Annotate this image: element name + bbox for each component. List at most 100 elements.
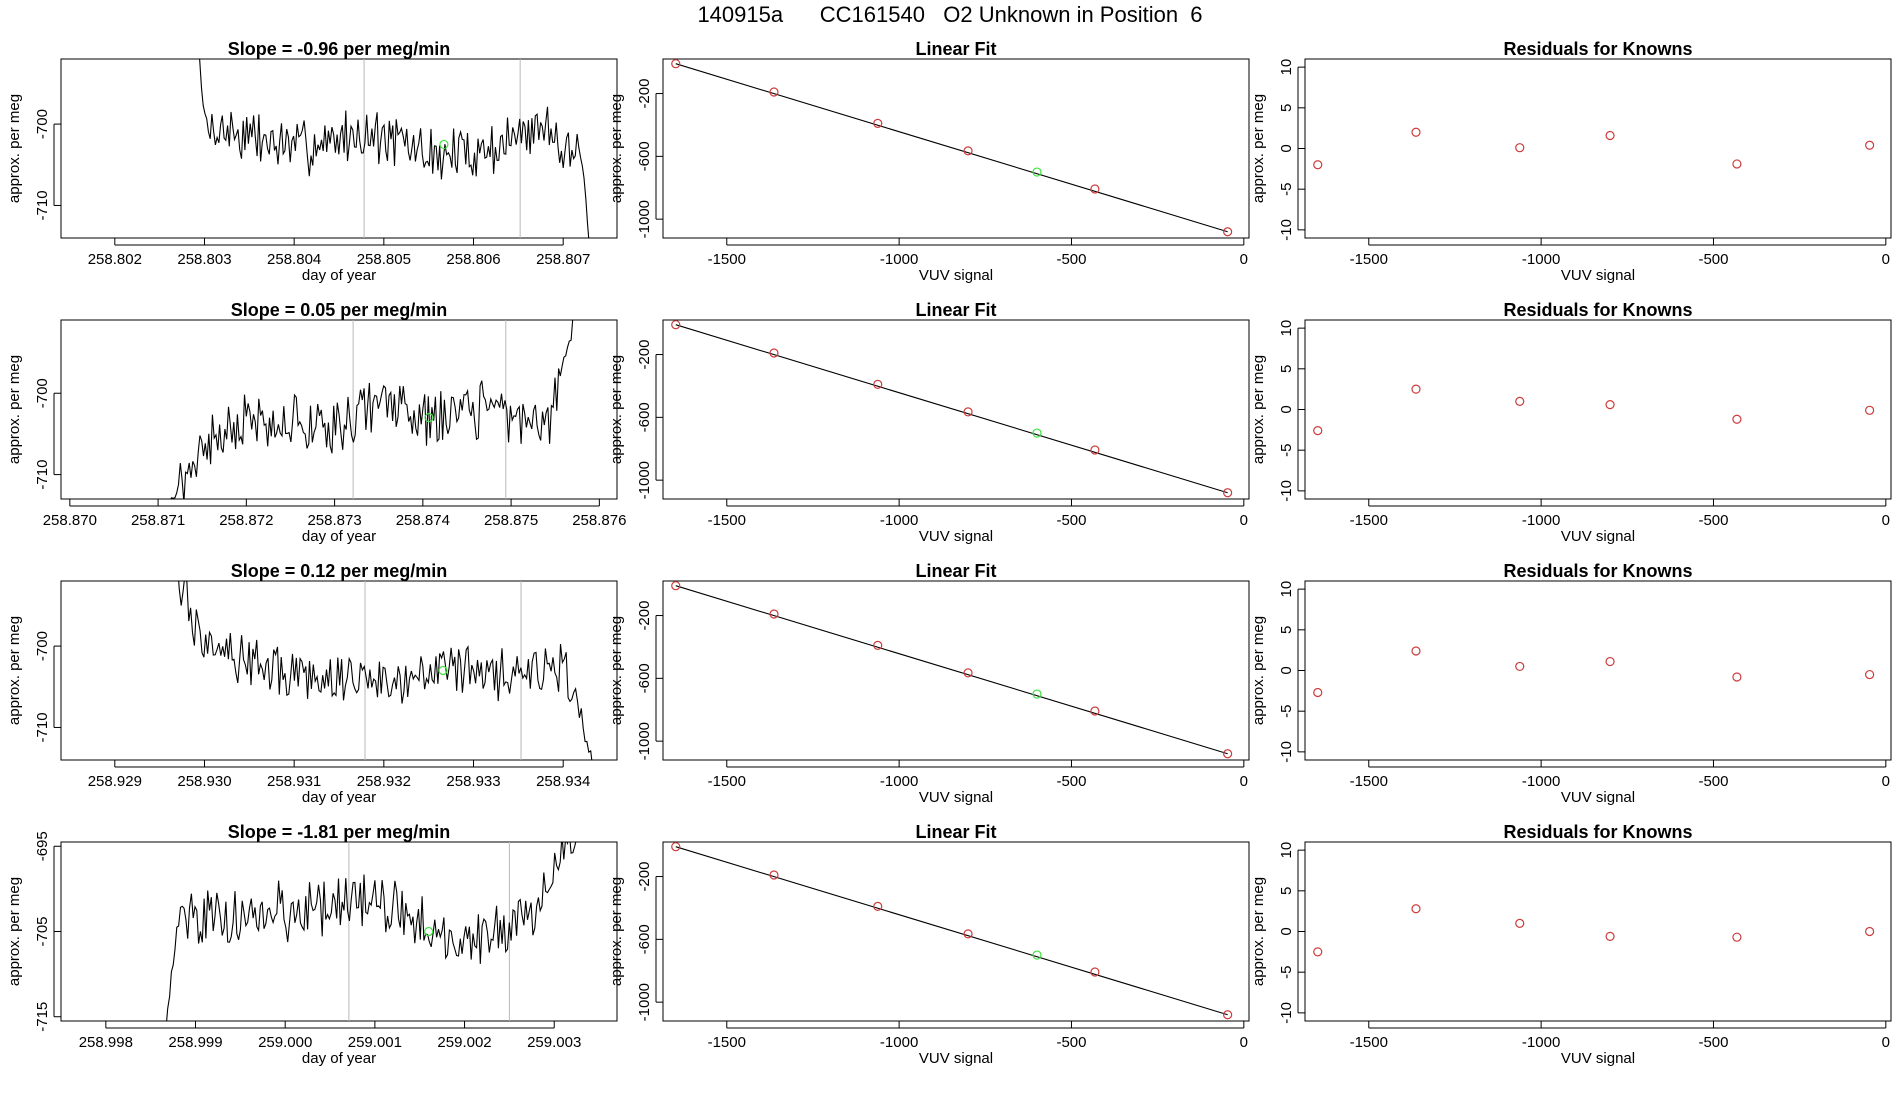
plot-area bbox=[170, 320, 574, 499]
series-line bbox=[178, 581, 593, 760]
panel-title: Linear Fit bbox=[915, 561, 996, 581]
x-tick-label: -1000 bbox=[880, 251, 918, 268]
y-tick-label: 5 bbox=[1278, 104, 1295, 112]
x-axis-label: day of year bbox=[302, 789, 376, 806]
known-point bbox=[1313, 160, 1323, 170]
x-tick-label: -500 bbox=[1056, 1034, 1086, 1051]
page-title: 140915a CC161540 O2 Unknown in Position … bbox=[697, 2, 1203, 27]
x-axis-label: VUV signal bbox=[919, 267, 993, 284]
y-tick-label: -5 bbox=[1278, 183, 1295, 196]
x-axis-label: VUV signal bbox=[1561, 528, 1635, 545]
x-tick-label: -1500 bbox=[708, 1034, 746, 1051]
known-point bbox=[1223, 1010, 1233, 1020]
y-tick-label: -1000 bbox=[636, 722, 653, 760]
y-tick-label: 10 bbox=[1278, 842, 1295, 859]
known-point bbox=[1313, 687, 1323, 698]
plot-frame bbox=[662, 319, 1250, 500]
plot-frame bbox=[1304, 58, 1892, 239]
plot-frame bbox=[60, 58, 618, 239]
y-tick-label: -1000 bbox=[636, 200, 653, 238]
y-axis-label: approx. per meg bbox=[1250, 355, 1267, 464]
x-tick-label: -1500 bbox=[1350, 773, 1388, 790]
panel-row1-drift: Slope = -0.96 per meg/min 258.802 258.803 2… bbox=[6, 39, 618, 284]
panel-row4-residuals: Residuals for Knowns -1500 -1000 -500 0 VUV s… bbox=[1250, 822, 1892, 1067]
y-tick-label: 5 bbox=[1278, 887, 1295, 895]
known-point bbox=[873, 379, 883, 389]
y-tick-label: -700 bbox=[34, 378, 51, 408]
known-point bbox=[1515, 396, 1525, 406]
x-axis-label: VUV signal bbox=[919, 1050, 993, 1067]
y-tick-label: -600 bbox=[636, 924, 653, 954]
series-line bbox=[198, 59, 590, 238]
known-point bbox=[963, 146, 973, 156]
y-tick-label: -200 bbox=[636, 862, 653, 892]
x-axis-label: day of year bbox=[302, 528, 376, 545]
x-tick-label: -1000 bbox=[1522, 251, 1560, 268]
known-point bbox=[769, 348, 779, 358]
known-point bbox=[1411, 127, 1421, 137]
known-point bbox=[1865, 140, 1875, 150]
plot-area bbox=[671, 842, 1233, 1020]
plot-frame bbox=[662, 58, 1250, 239]
x-tick-label: -1000 bbox=[880, 773, 918, 790]
x-tick-label: 258.875 bbox=[484, 512, 538, 529]
x-tick-label: -500 bbox=[1056, 512, 1086, 529]
x-tick-label: -1500 bbox=[1350, 1034, 1388, 1051]
x-axis-label: VUV signal bbox=[1561, 267, 1635, 284]
y-tick-label: -600 bbox=[636, 663, 653, 693]
y-tick-label: -710 bbox=[34, 460, 51, 490]
y-tick-label: -200 bbox=[636, 601, 653, 631]
unknown-point bbox=[424, 413, 434, 423]
fit-line bbox=[675, 846, 1228, 1016]
plot-area bbox=[671, 581, 1233, 759]
y-tick-label: -5 bbox=[1278, 966, 1295, 979]
x-tick-label: 258.930 bbox=[177, 773, 231, 790]
known-point bbox=[671, 842, 681, 852]
y-axis-label: approx. per meg bbox=[1250, 877, 1267, 986]
plot-area bbox=[1313, 384, 1875, 436]
y-tick-label: 5 bbox=[1278, 365, 1295, 373]
series-line bbox=[166, 842, 577, 1021]
known-point bbox=[769, 609, 779, 619]
x-tick-label: 258.874 bbox=[396, 512, 450, 529]
plot-area bbox=[178, 581, 593, 760]
x-axis-label: day of year bbox=[302, 1050, 376, 1067]
fit-line bbox=[675, 585, 1228, 755]
y-tick-label: -705 bbox=[34, 916, 51, 946]
x-axis-label: VUV signal bbox=[919, 789, 993, 806]
x-tick-label: 258.876 bbox=[572, 512, 626, 529]
y-tick-label: -10 bbox=[1278, 1002, 1295, 1024]
known-point bbox=[963, 929, 973, 939]
known-point bbox=[1865, 405, 1875, 415]
x-tick-label: 0 bbox=[1240, 512, 1248, 529]
unknown-point bbox=[439, 139, 449, 150]
x-tick-label: -1000 bbox=[1522, 773, 1560, 790]
panel-title: Residuals for Knowns bbox=[1503, 39, 1692, 59]
panel-title: Linear Fit bbox=[915, 39, 996, 59]
x-tick-label: -500 bbox=[1698, 512, 1728, 529]
y-tick-label: -5 bbox=[1278, 444, 1295, 457]
known-point bbox=[671, 581, 681, 591]
known-point bbox=[769, 87, 779, 97]
x-tick-label: -500 bbox=[1056, 773, 1086, 790]
x-tick-label: -1500 bbox=[708, 512, 746, 529]
x-tick-label: -500 bbox=[1698, 251, 1728, 268]
known-point bbox=[1090, 445, 1100, 455]
x-axis-label: VUV signal bbox=[1561, 1050, 1635, 1067]
y-tick-label: -200 bbox=[636, 79, 653, 109]
plot-frame bbox=[1304, 580, 1892, 761]
y-tick-label: 10 bbox=[1278, 320, 1295, 337]
panel-row4-fit: Linear Fit -1500 -1000 -500 0 VUV signal -200 -… bbox=[608, 822, 1250, 1067]
known-point bbox=[671, 320, 681, 330]
plot-area bbox=[671, 320, 1233, 498]
x-tick-label: 258.872 bbox=[219, 512, 273, 529]
y-tick-label: -695 bbox=[34, 831, 51, 861]
unknown-point bbox=[1032, 950, 1042, 960]
known-point bbox=[1090, 184, 1100, 194]
x-tick-label: 258.932 bbox=[357, 773, 411, 790]
y-tick-label: 10 bbox=[1278, 59, 1295, 76]
known-point bbox=[963, 668, 973, 678]
y-tick-label: -1000 bbox=[636, 983, 653, 1021]
y-axis-label: approx. per meg bbox=[1250, 94, 1267, 203]
plot-area bbox=[1313, 904, 1875, 957]
